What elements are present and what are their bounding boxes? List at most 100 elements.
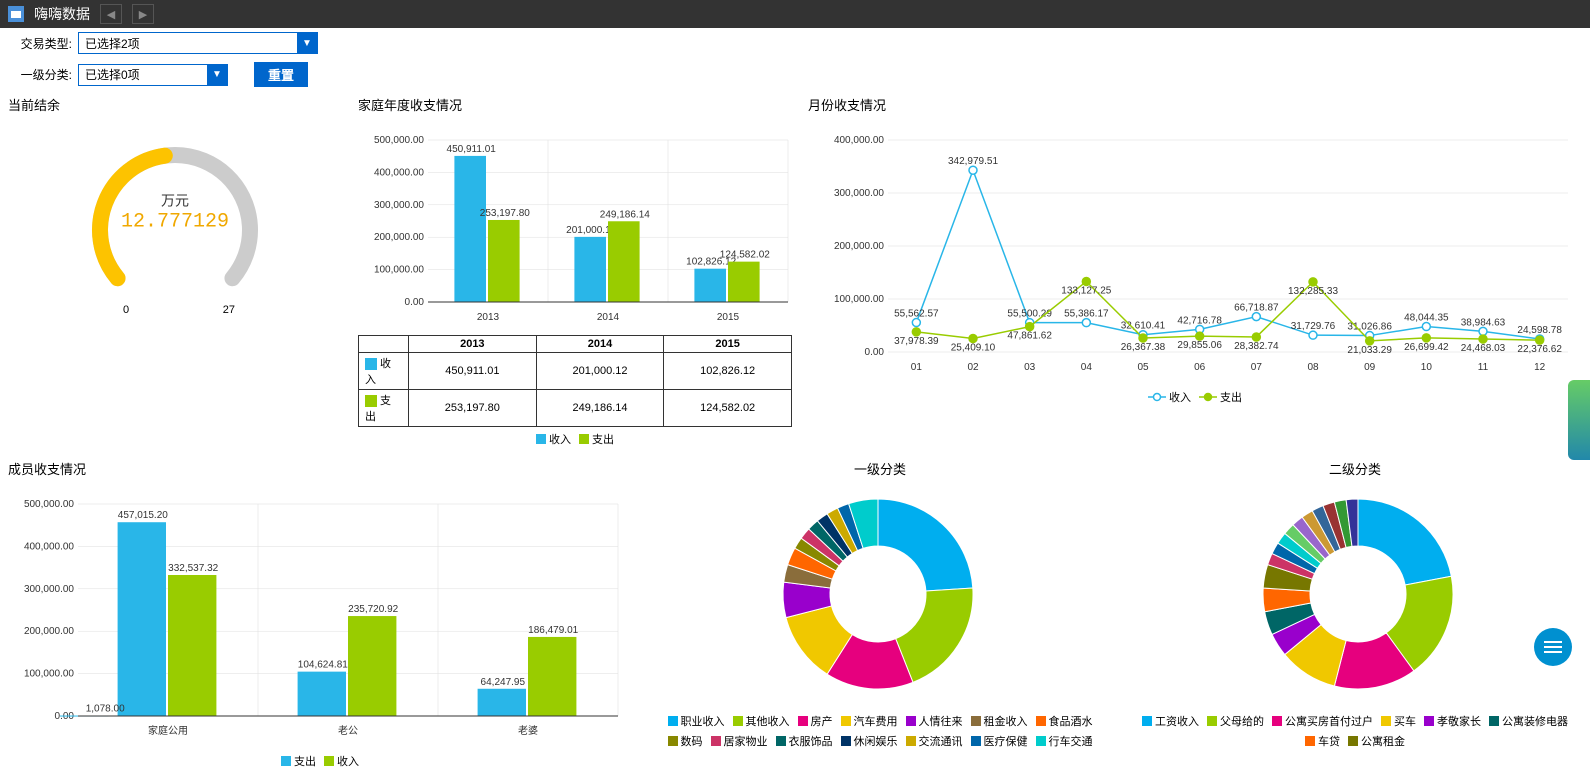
member-legend: 支出收入: [8, 749, 632, 773]
legend-item[interactable]: 支出: [1199, 389, 1242, 405]
svg-text:400,000.00: 400,000.00: [24, 541, 74, 552]
nav-forward-button[interactable]: ▶: [132, 4, 154, 24]
legend-item[interactable]: 行车交通: [1036, 733, 1093, 749]
legend-item[interactable]: 衣服饰品: [776, 733, 833, 749]
svg-text:08: 08: [1307, 362, 1319, 373]
legend-item[interactable]: 职业收入: [668, 713, 725, 729]
svg-text:0.00: 0.00: [865, 347, 885, 358]
svg-text:200,000.00: 200,000.00: [24, 626, 74, 637]
yearly-panel: 家庭年度收支情况 0.00100,000.00200,000.00300,000…: [350, 91, 800, 455]
filter-type-value: 已选择2项: [79, 35, 297, 52]
menu-icon: [1544, 646, 1562, 648]
legend-item[interactable]: 公寓租金: [1348, 733, 1405, 749]
svg-text:332,537.32: 332,537.32: [168, 563, 218, 574]
svg-text:22,376.62: 22,376.62: [1517, 344, 1562, 355]
svg-text:2014: 2014: [597, 312, 620, 323]
member-title: 成员收支情况: [8, 459, 632, 478]
svg-text:12: 12: [1534, 362, 1546, 373]
svg-text:100,000.00: 100,000.00: [24, 669, 74, 680]
svg-text:104,624.81: 104,624.81: [298, 660, 348, 671]
svg-text:25,409.10: 25,409.10: [951, 343, 996, 354]
svg-text:38,984.63: 38,984.63: [1461, 317, 1506, 328]
svg-text:500,000.00: 500,000.00: [374, 135, 424, 146]
svg-text:253,197.80: 253,197.80: [480, 208, 530, 219]
legend-item[interactable]: 孝敬家长: [1424, 713, 1481, 729]
filter-cat-label: 一级分类:: [12, 66, 72, 83]
legend-item[interactable]: 居家物业: [711, 733, 768, 749]
svg-text:133,127.25: 133,127.25: [1061, 285, 1111, 296]
filter-type-select[interactable]: 已选择2项 ▼: [78, 32, 318, 54]
chevron-down-icon[interactable]: ▼: [207, 65, 227, 85]
svg-text:04: 04: [1081, 362, 1093, 373]
app-icon: [8, 6, 24, 22]
legend-item[interactable]: 收入: [1148, 389, 1191, 405]
legend-item[interactable]: 收入: [324, 753, 359, 769]
legend-item[interactable]: 休闲娱乐: [841, 733, 898, 749]
cat1-legend: 职业收入其他收入房产汽车费用人情往来租金收入食品酒水数码居家物业衣服饰品休闲娱乐…: [648, 709, 1112, 753]
legend-item[interactable]: 收入: [536, 431, 571, 447]
svg-text:37,978.39: 37,978.39: [894, 336, 939, 347]
svg-text:450,911.01: 450,911.01: [447, 144, 497, 155]
legend-item[interactable]: 车贷: [1305, 733, 1340, 749]
legend-item[interactable]: 医疗保健: [971, 733, 1028, 749]
svg-text:100,000.00: 100,000.00: [374, 265, 424, 276]
svg-text:1,078.00: 1,078.00: [86, 704, 125, 715]
svg-text:07: 07: [1251, 362, 1263, 373]
svg-text:29,855.06: 29,855.06: [1177, 340, 1222, 351]
legend-item[interactable]: 其他收入: [733, 713, 790, 729]
gauge-title: 当前结余: [8, 95, 342, 114]
gauge-unit: 万元: [121, 191, 229, 211]
cat1-panel: 一级分类 职业收入其他收入房产汽车费用人情往来租金收入食品酒水数码居家物业衣服饰…: [640, 455, 1120, 777]
legend-item[interactable]: 父母给的: [1207, 713, 1264, 729]
svg-text:300,000.00: 300,000.00: [834, 188, 884, 199]
monthly-legend: 收入支出: [808, 385, 1582, 409]
svg-text:26,699.42: 26,699.42: [1404, 342, 1449, 353]
svg-text:300,000.00: 300,000.00: [24, 584, 74, 595]
svg-text:64,247.95: 64,247.95: [481, 677, 526, 688]
svg-text:24,468.03: 24,468.03: [1461, 343, 1506, 354]
svg-text:31,026.86: 31,026.86: [1347, 322, 1392, 333]
legend-item[interactable]: 租金收入: [971, 713, 1028, 729]
svg-text:2015: 2015: [717, 312, 740, 323]
member-chart: 0.00100,000.00200,000.00300,000.00400,00…: [8, 484, 628, 744]
legend-item[interactable]: 支出: [579, 431, 614, 447]
legend-item[interactable]: 买车: [1381, 713, 1416, 729]
legend-item[interactable]: 交流通讯: [906, 733, 963, 749]
legend-item[interactable]: 公寓买房首付过户: [1272, 713, 1373, 729]
filter-cat-select[interactable]: 已选择0项 ▼: [78, 64, 228, 86]
svg-text:66,718.87: 66,718.87: [1234, 303, 1279, 314]
cat1-title: 一级分类: [648, 459, 1112, 478]
svg-text:03: 03: [1024, 362, 1036, 373]
svg-text:42,716.78: 42,716.78: [1177, 315, 1222, 326]
chevron-down-icon[interactable]: ▼: [297, 33, 317, 53]
reset-button[interactable]: 重置: [254, 62, 308, 87]
member-panel: 成员收支情况 0.00100,000.00200,000.00300,000.0…: [0, 455, 640, 777]
yearly-title: 家庭年度收支情况: [358, 95, 792, 114]
filter-type-label: 交易类型:: [12, 35, 72, 52]
fab-menu-button[interactable]: [1534, 628, 1572, 666]
legend-item[interactable]: 支出: [281, 753, 316, 769]
cat2-chart: [1128, 484, 1588, 704]
svg-text:05: 05: [1137, 362, 1149, 373]
gauge-panel: 当前结余 万元 12.777129 0 27: [0, 91, 350, 455]
svg-text:186,479.01: 186,479.01: [528, 625, 578, 636]
nav-back-button[interactable]: ◀: [100, 4, 122, 24]
svg-text:235,720.92: 235,720.92: [348, 604, 398, 615]
legend-item[interactable]: 公寓装修电器: [1489, 713, 1568, 729]
svg-text:457,015.20: 457,015.20: [118, 510, 168, 521]
legend-item[interactable]: 食品酒水: [1036, 713, 1093, 729]
monthly-panel: 月份收支情况 0.00100,000.00200,000.00300,000.0…: [800, 91, 1590, 455]
legend-item[interactable]: 数码: [668, 733, 703, 749]
legend-item[interactable]: 房产: [798, 713, 833, 729]
side-tab[interactable]: [1568, 380, 1590, 460]
legend-item[interactable]: 人情往来: [906, 713, 963, 729]
svg-text:132,285.33: 132,285.33: [1288, 286, 1338, 297]
svg-text:26,367.38: 26,367.38: [1121, 342, 1166, 353]
svg-text:48,044.35: 48,044.35: [1404, 313, 1449, 324]
legend-item[interactable]: 工资收入: [1142, 713, 1199, 729]
svg-text:300,000.00: 300,000.00: [374, 200, 424, 211]
filter-cat-value: 已选择0项: [79, 66, 207, 83]
legend-item[interactable]: 汽车费用: [841, 713, 898, 729]
svg-text:21,033.29: 21,033.29: [1347, 345, 1392, 356]
yearly-chart: 0.00100,000.00200,000.00300,000.00400,00…: [358, 120, 798, 330]
